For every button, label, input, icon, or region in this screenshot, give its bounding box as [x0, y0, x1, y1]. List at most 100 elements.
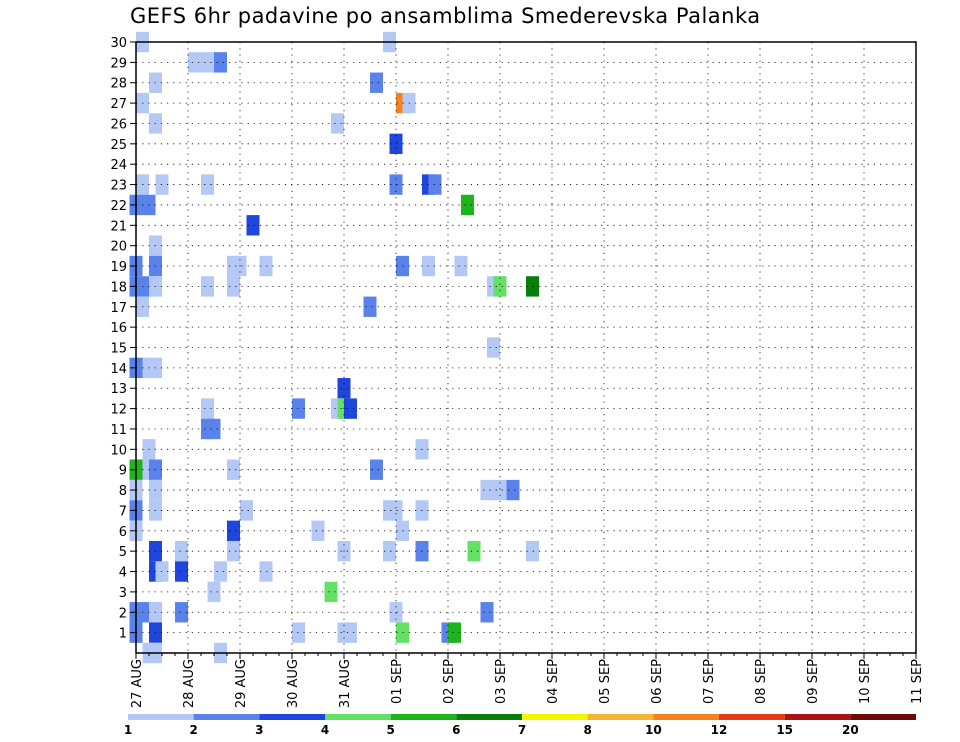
precip-cell — [227, 459, 240, 480]
precip-cell — [389, 602, 403, 623]
y-tick-label: 28 — [110, 77, 127, 92]
y-tick-label: 13 — [110, 382, 127, 397]
y-tick-label: 22 — [110, 199, 127, 214]
precip-cell — [331, 113, 344, 134]
precip-cell — [207, 581, 221, 603]
colorbar-label: 10 — [645, 723, 662, 737]
colorbar-segment — [193, 714, 260, 720]
x-tick-label: 29 AUG — [234, 659, 249, 708]
precip-cell — [383, 540, 396, 562]
y-tick-label: 11 — [110, 423, 127, 438]
colorbar-segment — [587, 714, 654, 720]
precip-cell — [214, 52, 227, 73]
x-tick-label: 04 SEP — [546, 659, 561, 704]
precip-cell — [389, 174, 403, 195]
y-tick-label: 30 — [110, 36, 127, 51]
y-tick-label: 4 — [119, 566, 127, 581]
colorbar-label: 8 — [583, 723, 591, 737]
x-tick-label: 05 SEP — [598, 659, 613, 704]
precip-cell — [227, 276, 240, 297]
colorbar-label: 1 — [124, 723, 132, 737]
precip-cell — [175, 540, 188, 562]
colorbar-segment — [325, 714, 391, 720]
y-tick-label: 2 — [119, 606, 127, 621]
y-tick-label: 23 — [110, 179, 127, 194]
precip-cell — [201, 398, 214, 419]
precip-cell — [175, 602, 188, 623]
colorbar-segment — [850, 714, 916, 720]
precip-cell — [389, 500, 403, 521]
y-tick-label: 6 — [119, 525, 127, 540]
precip-cell — [370, 72, 383, 93]
x-tick-label: 06 SEP — [650, 659, 665, 704]
y-tick-label: 9 — [119, 464, 127, 479]
colorbar-segment — [259, 714, 325, 720]
precip-cell — [188, 52, 201, 73]
colorbar-label: 5 — [386, 723, 394, 737]
y-tick-label: 3 — [119, 586, 127, 601]
precip-cell — [389, 133, 403, 155]
precip-cell — [292, 398, 305, 419]
y-tick-label: 26 — [110, 117, 127, 132]
colorbar-segment — [719, 714, 785, 720]
colorbar-segment — [390, 714, 457, 720]
y-tick-label: 19 — [110, 260, 127, 275]
precip-cell — [454, 255, 468, 277]
precip-cell — [201, 174, 214, 195]
x-tick-label: 03 SEP — [494, 659, 509, 704]
precip-cell — [344, 398, 357, 419]
precip-cell — [207, 418, 221, 440]
precip-cell — [467, 540, 481, 562]
colorbar-segment — [653, 714, 719, 720]
colorbar-segment — [456, 714, 522, 720]
precip-cell — [227, 520, 240, 541]
precip-cell — [428, 174, 442, 195]
precip-cell — [292, 622, 305, 643]
y-tick-label: 1 — [119, 627, 127, 642]
precip-cell — [201, 276, 214, 297]
precip-cell — [448, 622, 461, 643]
colorbar-label: 2 — [189, 723, 197, 737]
grid-lines — [136, 42, 916, 653]
precip-cell — [526, 540, 539, 562]
y-tick-label: 15 — [110, 342, 127, 357]
precip-cell — [493, 479, 507, 501]
precip-cell — [311, 520, 325, 541]
y-tick-label: 5 — [119, 545, 127, 560]
y-tick-label: 18 — [110, 280, 127, 295]
x-tick-label: 11 SEP — [910, 659, 925, 704]
precip-cell — [337, 378, 351, 399]
chart-title: GEFS 6hr padavine po ansamblima Smederev… — [130, 4, 761, 28]
y-tick-label: 14 — [110, 362, 127, 377]
x-tick-label: 27 AUG — [130, 659, 145, 708]
y-tick-label: 10 — [110, 443, 127, 458]
colorbar-label: 20 — [842, 723, 859, 737]
y-tick-label: 16 — [110, 321, 127, 336]
y-tick-label: 8 — [119, 484, 127, 499]
colorbar-label: 15 — [776, 723, 793, 737]
colorbar-label: 4 — [321, 723, 329, 737]
x-tick-label: 02 SEP — [442, 659, 457, 704]
precip-cell — [396, 622, 409, 643]
colorbar-label: 12 — [711, 723, 728, 737]
precip-cell — [214, 561, 227, 582]
y-tick-label: 24 — [110, 158, 127, 173]
y-tick-label: 20 — [110, 240, 127, 255]
precip-cell — [240, 500, 253, 521]
precip-cell — [201, 52, 214, 73]
precip-cell — [259, 255, 273, 277]
colorbar-label: 7 — [518, 723, 526, 737]
precip-cell — [175, 561, 188, 582]
x-tick-label: 08 SEP — [754, 659, 769, 704]
colorbar-segment — [522, 714, 588, 720]
precip-cell — [461, 194, 474, 216]
precip-cell — [246, 215, 260, 236]
y-axis: 1234567891011121314151617181920212223242… — [110, 36, 136, 642]
y-tick-label: 27 — [110, 97, 127, 112]
y-tick-label: 7 — [119, 504, 127, 519]
x-tick-label: 28 AUG — [182, 659, 197, 708]
x-tick-label: 31 AUG — [338, 659, 353, 708]
precip-cell — [480, 602, 494, 623]
precip-cell — [259, 561, 273, 582]
